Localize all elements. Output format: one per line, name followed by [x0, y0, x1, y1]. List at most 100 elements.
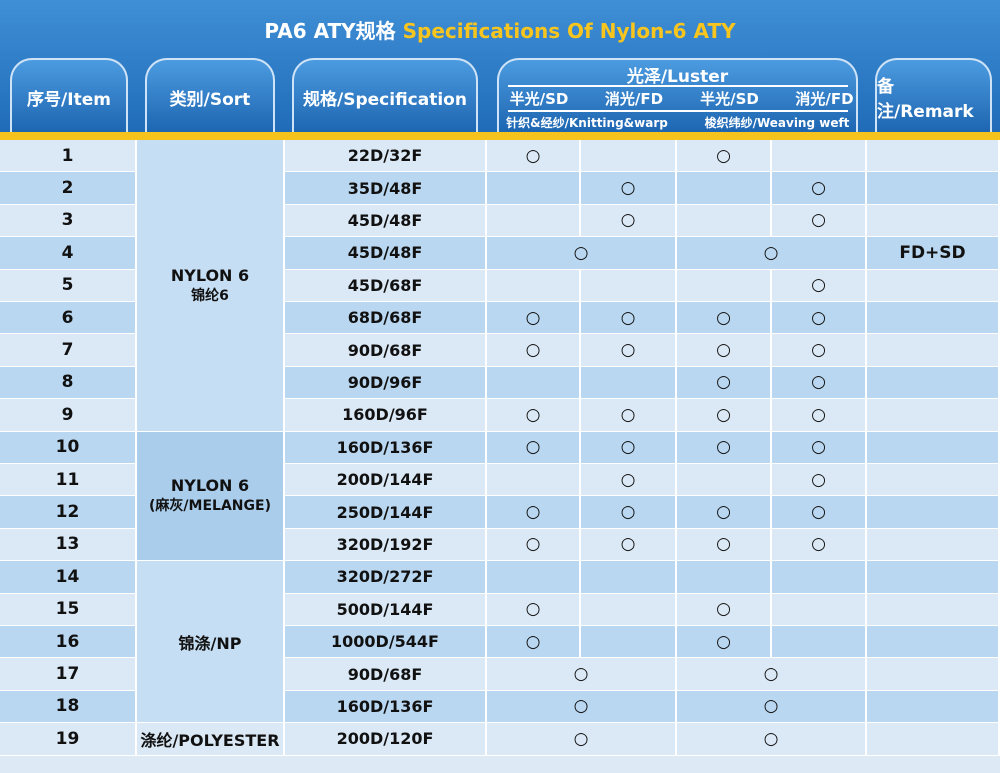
- luster-cell: [581, 593, 677, 626]
- luster-cell: [487, 269, 581, 302]
- item-cell: 9: [0, 399, 137, 432]
- item-cell: 18: [0, 690, 137, 724]
- remark-cell: [867, 431, 1000, 464]
- header-luster: [497, 58, 858, 134]
- remark-cell: [867, 172, 1000, 205]
- luster-cell: ○: [677, 366, 772, 400]
- item-cell: 10: [0, 431, 137, 464]
- remark-cell: [867, 626, 1000, 659]
- sort-name: 涤纶/POLYESTER: [140, 730, 280, 750]
- luster-cell: [487, 366, 581, 400]
- divider: [508, 110, 848, 112]
- luster-cell: [581, 366, 677, 400]
- luster-cell: [772, 561, 867, 594]
- spec-cell: 200D/120F: [285, 723, 487, 756]
- luster-use: 梭织纬纱/Weaving weft: [704, 116, 850, 130]
- item-cell: 7: [0, 334, 137, 367]
- item-cell: 14: [0, 561, 137, 594]
- remark-cell: [867, 302, 1000, 335]
- luster-cell: ○: [772, 172, 867, 205]
- luster-cell: ○: [487, 140, 581, 173]
- luster-cell: ○: [772, 496, 867, 529]
- spec-cell: 160D/96F: [285, 399, 487, 432]
- sort-cell: NYLON 6 (麻灰/MELANGE): [137, 431, 285, 562]
- luster-cell: ○: [677, 496, 772, 529]
- luster-cell: ○: [487, 626, 581, 659]
- spec-cell: 250D/144F: [285, 496, 487, 529]
- remark-cell: [867, 399, 1000, 432]
- sort-name: NYLON 6: [170, 265, 250, 285]
- spec-cell: 160D/136F: [285, 690, 487, 724]
- luster-cell: ○: [487, 496, 581, 529]
- sort-name: NYLON 6: [170, 476, 250, 496]
- luster-cell: [772, 593, 867, 626]
- sort-cell: 涤纶/POLYESTER: [137, 723, 285, 756]
- sort-cell: 锦涤/NP: [137, 561, 285, 724]
- luster-cell: ○: [677, 302, 772, 335]
- header-remark: 备注/Remark: [875, 58, 992, 134]
- luster-cell: ○: [487, 302, 581, 335]
- remark-cell: FD+SD: [867, 237, 1000, 270]
- luster-use: 针织&经纱/Knitting&warp: [506, 116, 668, 130]
- luster-cell: ○: [772, 399, 867, 432]
- item-cell: 13: [0, 528, 137, 562]
- spec-cell: 320D/272F: [285, 561, 487, 594]
- header-spec: 规格/Specification: [292, 58, 478, 134]
- luster-type: 半光/SD: [509, 90, 569, 108]
- spec-cell: 320D/192F: [285, 528, 487, 562]
- luster-cell: ○: [677, 237, 867, 270]
- luster-cell: [772, 140, 867, 173]
- luster-cell: ○: [487, 528, 581, 562]
- luster-cell: [677, 172, 772, 205]
- remark-cell: [867, 658, 1000, 691]
- item-cell: 12: [0, 496, 137, 529]
- item-cell: 15: [0, 593, 137, 626]
- luster-cell: ○: [487, 334, 581, 367]
- spec-cell: 45D/48F: [285, 204, 487, 238]
- header-sort: 类别/Sort: [145, 58, 275, 134]
- spec-cell: 22D/32F: [285, 140, 487, 173]
- luster-cell: [677, 204, 772, 238]
- remark-cell: [867, 561, 1000, 594]
- item-cell: 6: [0, 302, 137, 335]
- luster-cell: ○: [487, 658, 677, 691]
- item-cell: 8: [0, 366, 137, 400]
- luster-cell: ○: [581, 172, 677, 205]
- spec-cell: 90D/96F: [285, 366, 487, 400]
- luster-cell: ○: [677, 593, 772, 626]
- remark-cell: [867, 690, 1000, 724]
- luster-cell: ○: [772, 269, 867, 302]
- luster-cell: ○: [581, 204, 677, 238]
- luster-cell: ○: [677, 626, 772, 659]
- remark-cell: [867, 464, 1000, 497]
- divider: [508, 85, 848, 87]
- luster-cell: ○: [581, 302, 677, 335]
- item-cell: 11: [0, 464, 137, 497]
- luster-cell: ○: [772, 464, 867, 497]
- sort-sub: (麻灰/MELANGE): [149, 498, 271, 515]
- item-cell: 5: [0, 269, 137, 302]
- title-en: Specifications Of Nylon-6 ATY: [402, 19, 736, 43]
- luster-title: 光泽/Luster: [626, 67, 729, 87]
- header-item: 序号/Item: [10, 58, 128, 134]
- luster-type: 消光/FD: [795, 90, 854, 108]
- luster-cell: ○: [581, 528, 677, 562]
- luster-cell: ○: [772, 334, 867, 367]
- spec-cell: 35D/48F: [285, 172, 487, 205]
- remark-cell: [867, 204, 1000, 238]
- sort-sub: 锦纶6: [191, 287, 229, 304]
- luster-cell: [677, 561, 772, 594]
- luster-cell: ○: [581, 431, 677, 464]
- item-cell: 17: [0, 658, 137, 691]
- item-cell: 19: [0, 723, 137, 756]
- accent-stripe: [0, 132, 1000, 140]
- luster-cell: ○: [677, 658, 867, 691]
- luster-cell: ○: [487, 593, 581, 626]
- remark-cell: [867, 334, 1000, 367]
- luster-cell: [487, 464, 581, 497]
- title-cn: PA6 ATY规格: [264, 19, 396, 43]
- luster-cell: [581, 269, 677, 302]
- luster-cell: ○: [677, 140, 772, 173]
- luster-cell: ○: [772, 366, 867, 400]
- title: PA6 ATY规格 Specifications Of Nylon-6 ATY: [0, 14, 1000, 48]
